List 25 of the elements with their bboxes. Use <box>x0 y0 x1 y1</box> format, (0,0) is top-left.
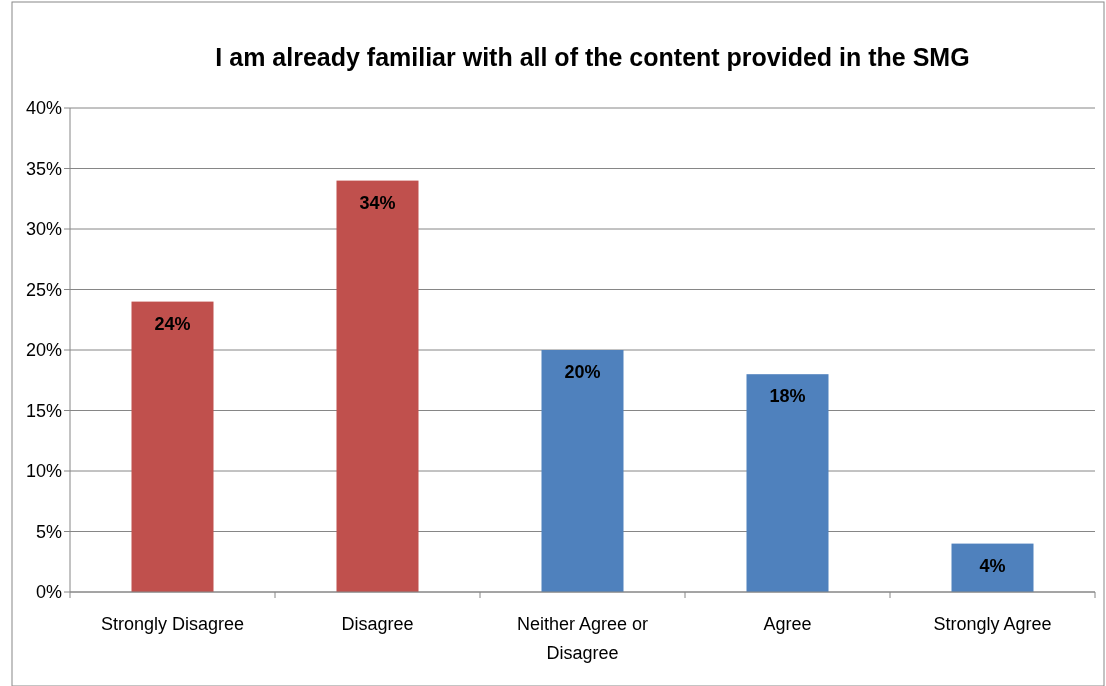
y-tick-label: 10% <box>25 461 62 482</box>
y-tick-label: 35% <box>25 158 62 179</box>
data-label: 24% <box>154 313 191 334</box>
chart-title: I am already familiar with all of the content provided in the SMG <box>215 43 970 71</box>
data-label: 20% <box>564 362 601 382</box>
data-label: 18% <box>769 386 806 407</box>
x-tick-label: Neither Agree or Disagree <box>516 614 649 663</box>
bar <box>951 543 1034 592</box>
y-tick-label: 20% <box>25 340 62 361</box>
x-tick-label: Disagree <box>341 614 414 634</box>
y-tick-label: 5% <box>35 521 62 542</box>
y-tick-label: 30% <box>25 219 62 240</box>
x-tick-label: Strongly Disagree <box>100 614 245 634</box>
y-tick-label: 15% <box>25 400 62 421</box>
y-tick-label: 40% <box>25 98 62 119</box>
y-tick-label: 0% <box>35 582 62 603</box>
data-label: 4% <box>979 555 1006 576</box>
bar <box>336 180 419 592</box>
x-tick-label: Agree <box>763 614 812 634</box>
bar <box>541 350 624 592</box>
x-tick-label: Strongly Agree <box>933 614 1052 634</box>
y-tick-label: 25% <box>25 279 62 300</box>
bar <box>131 301 214 592</box>
data-label: 34% <box>359 192 396 213</box>
bar <box>746 374 829 592</box>
